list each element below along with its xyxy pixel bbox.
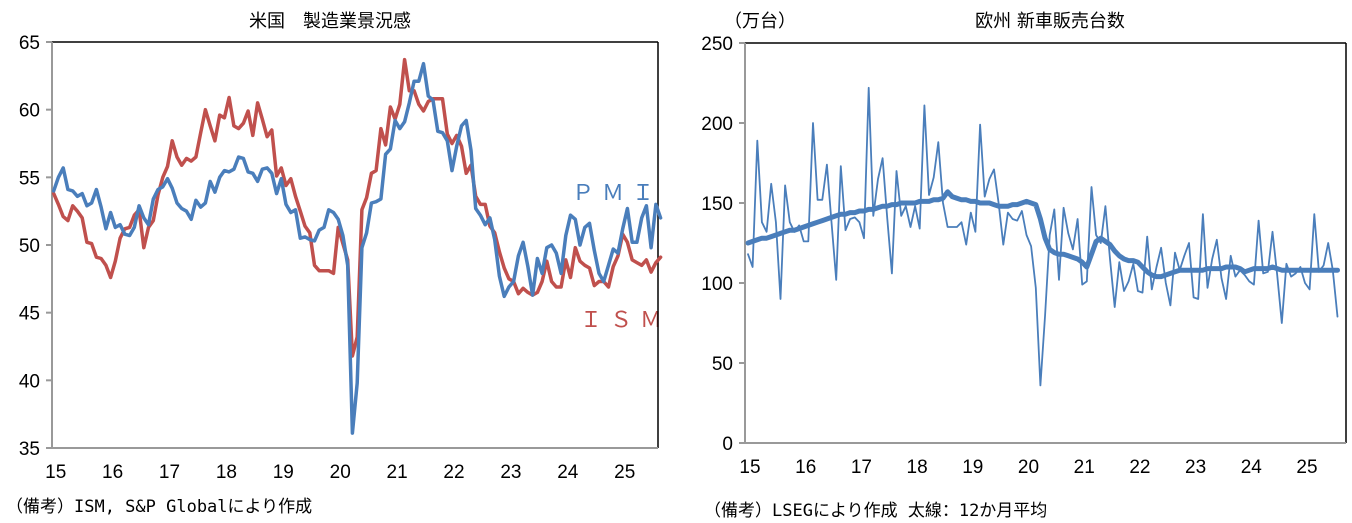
x-tick-label: 20 — [1018, 457, 1039, 478]
y-tick-label: 50 — [19, 236, 40, 257]
x-tick-label: 15 — [45, 462, 66, 483]
y-tick-label: 0 — [722, 434, 733, 455]
legend-pmi: ＰＭＩ — [572, 180, 662, 205]
right-source-note: （備考）LSEGにより作成 太線：12か月平均 — [704, 501, 1047, 521]
y-tick-label: 150 — [701, 194, 733, 215]
left-chart-title: 米国 製造業景況感 — [249, 11, 411, 32]
x-tick-label: 24 — [557, 462, 579, 483]
x-tick-label: 21 — [387, 462, 408, 483]
series-line-ism — [51, 57, 663, 358]
x-tick-label: 17 — [851, 457, 872, 478]
series-line-12-month-average — [745, 189, 1340, 280]
x-tick-label: 23 — [1185, 457, 1206, 478]
x-tick-label: 18 — [216, 462, 237, 483]
x-tick-label: 18 — [907, 457, 928, 478]
y-tick-label: 55 — [19, 168, 40, 189]
series-line-monthly — [747, 86, 1339, 387]
y-tick-label: 65 — [19, 33, 40, 54]
x-tick-label: 25 — [614, 462, 635, 483]
x-tick-label: 16 — [795, 457, 816, 478]
right-unit-label: （万台） — [724, 11, 796, 32]
y-tick-label: 50 — [712, 354, 733, 375]
y-tick-label: 40 — [19, 371, 40, 392]
x-tick-label: 16 — [102, 462, 123, 483]
x-tick-label: 24 — [1241, 457, 1263, 478]
x-tick-label: 25 — [1296, 457, 1317, 478]
x-tick-label: 17 — [159, 462, 180, 483]
x-tick-label: 23 — [500, 462, 521, 483]
series-line-pmi — [51, 61, 663, 435]
right-chart-title: 欧州 新車販売台数 — [975, 11, 1125, 32]
y-tick-label: 250 — [701, 34, 733, 55]
y-tick-label: 60 — [19, 101, 40, 122]
x-tick-label: 21 — [1074, 457, 1095, 478]
x-tick-label: 20 — [330, 462, 351, 483]
legend-ism: ＩＳＭ — [580, 307, 670, 332]
y-tick-label: 35 — [19, 439, 40, 460]
x-tick-label: 19 — [962, 457, 983, 478]
x-tick-label: 15 — [739, 457, 760, 478]
x-tick-label: 19 — [273, 462, 294, 483]
y-tick-label: 100 — [701, 274, 733, 295]
x-tick-label: 22 — [1129, 457, 1150, 478]
y-tick-label: 200 — [701, 114, 733, 135]
y-tick-label: 45 — [19, 304, 40, 325]
x-tick-label: 22 — [443, 462, 464, 483]
left-source-note: （備考）ISM, S&P Globalにより作成 — [6, 497, 312, 517]
